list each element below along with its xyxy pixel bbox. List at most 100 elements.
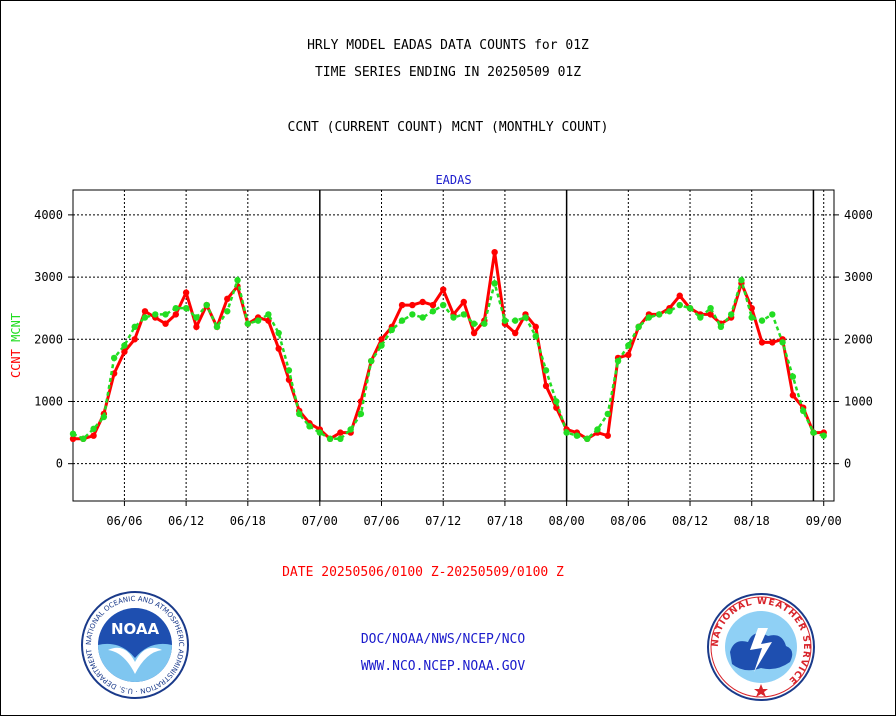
tick-labels: 0 0 1000 1000 2000 2000 3000 3000 4000 4000 06/06 0… <box>9 173 873 528</box>
series-point-mcnt <box>388 326 395 334</box>
series-point-mcnt <box>542 367 550 374</box>
series-point-mcnt <box>758 317 766 324</box>
series-point-mcnt <box>131 323 138 331</box>
series-point-ccnt <box>532 323 539 331</box>
ytick-label-right: 2000 <box>844 332 873 346</box>
series-point-ccnt <box>141 308 149 315</box>
series-point-mcnt <box>409 311 416 318</box>
series-point-mcnt <box>481 320 488 327</box>
series-point-mcnt <box>419 314 426 321</box>
series-point-mcnt <box>121 342 128 349</box>
series-point-mcnt <box>450 314 457 321</box>
ytick-label-right: 1000 <box>844 394 873 408</box>
series-point-mcnt <box>69 430 77 438</box>
xtick-label: 09/00 <box>806 514 842 528</box>
series-point-ccnt <box>131 336 138 343</box>
series-point-ccnt <box>604 432 611 439</box>
series-point-ccnt <box>470 329 478 337</box>
series-point-mcnt <box>666 308 673 315</box>
series-point-mcnt <box>748 314 755 321</box>
series-point-ccnt <box>337 429 344 436</box>
series-point-ccnt <box>182 289 190 296</box>
axes <box>68 189 839 506</box>
series-point-ccnt <box>491 249 498 256</box>
series-point-ccnt <box>512 329 519 337</box>
series-point-mcnt <box>254 317 262 324</box>
series-point-mcnt <box>275 329 282 337</box>
series-point-mcnt <box>193 314 200 321</box>
plot-frame <box>72 189 835 502</box>
series-point-mcnt <box>110 354 118 362</box>
series-point-mcnt <box>553 398 560 405</box>
series-point-mcnt <box>244 320 252 327</box>
series-point-mcnt <box>152 311 159 318</box>
series-point-mcnt <box>265 311 272 318</box>
series-point-ccnt <box>460 298 467 306</box>
series-point-mcnt <box>738 276 745 284</box>
series-point-mcnt <box>820 432 827 439</box>
y-axis-label-ccnt: CCNT <box>9 349 23 378</box>
series-point-ccnt <box>69 435 77 442</box>
series-point-mcnt <box>213 323 221 331</box>
xtick-label: 07/00 <box>302 514 338 528</box>
series-point-mcnt <box>522 314 529 321</box>
series-point-ccnt <box>769 339 776 346</box>
series-point-mcnt <box>368 357 375 365</box>
series-point-mcnt <box>80 435 87 442</box>
xtick-label: 07/12 <box>425 514 461 528</box>
series-point-mcnt <box>810 429 817 436</box>
series-point-mcnt <box>296 410 303 418</box>
xtick-label: 08/00 <box>549 514 585 528</box>
series-point-ccnt <box>193 323 200 331</box>
series-line-ccnt <box>73 251 824 441</box>
xtick-label: 08/06 <box>610 514 646 528</box>
series-point-mcnt <box>203 301 210 309</box>
xtick-label: 07/18 <box>487 514 523 528</box>
series-point-mcnt <box>491 280 498 287</box>
series-point-mcnt <box>655 311 663 318</box>
series-point-mcnt <box>769 311 776 318</box>
series-point-mcnt <box>583 435 591 442</box>
y-axis-label: CCNT MCNT <box>9 313 23 378</box>
series-point-ccnt <box>378 336 385 343</box>
series-point-mcnt <box>563 429 570 436</box>
series-point-ccnt <box>429 301 437 309</box>
ytick-label-left: 3000 <box>34 270 63 284</box>
series-point-mcnt <box>398 317 406 324</box>
series-point-ccnt <box>398 301 406 309</box>
ytick-label-right: 0 <box>844 457 851 471</box>
series-point-mcnt <box>645 314 653 321</box>
series-point-mcnt <box>337 435 344 442</box>
series-point-mcnt <box>614 357 622 365</box>
ytick-label-left: 1000 <box>34 394 63 408</box>
series-point-ccnt <box>676 292 683 299</box>
series-point-ccnt <box>440 286 447 293</box>
series-point-mcnt <box>799 407 807 415</box>
footer-url[interactable]: WWW.NCO.NCEP.NOAA.GOV <box>360 659 526 674</box>
series-point-mcnt <box>532 332 539 340</box>
series-point-mcnt <box>460 311 467 318</box>
series-point-mcnt <box>440 301 447 309</box>
series-point-mcnt <box>90 425 97 433</box>
y-axis-label-mcnt: MCNT <box>9 313 23 349</box>
ytick-label-left: 2000 <box>34 332 63 346</box>
series-point-mcnt <box>357 410 365 418</box>
series-point-mcnt <box>316 429 324 436</box>
series-point-mcnt <box>100 413 108 421</box>
series-point-ccnt <box>789 392 797 399</box>
series-point-mcnt <box>347 426 354 433</box>
series-point-mcnt <box>429 308 437 315</box>
series-point-ccnt <box>748 304 755 312</box>
series-point-mcnt <box>234 276 241 284</box>
series-point-mcnt <box>686 304 694 312</box>
ytick-label-left: 4000 <box>34 208 63 222</box>
xtick-label: 08/18 <box>734 514 770 528</box>
series-point-mcnt <box>306 423 313 430</box>
date-range: DATE 20250506/0100 Z-20250509/0100 Z <box>282 565 564 580</box>
series-point-mcnt <box>512 317 519 324</box>
series-point-mcnt <box>789 373 797 380</box>
series-point-mcnt <box>224 308 231 315</box>
series-point-ccnt <box>224 295 231 303</box>
series-point-mcnt <box>326 435 334 442</box>
series-point-mcnt <box>625 342 632 349</box>
